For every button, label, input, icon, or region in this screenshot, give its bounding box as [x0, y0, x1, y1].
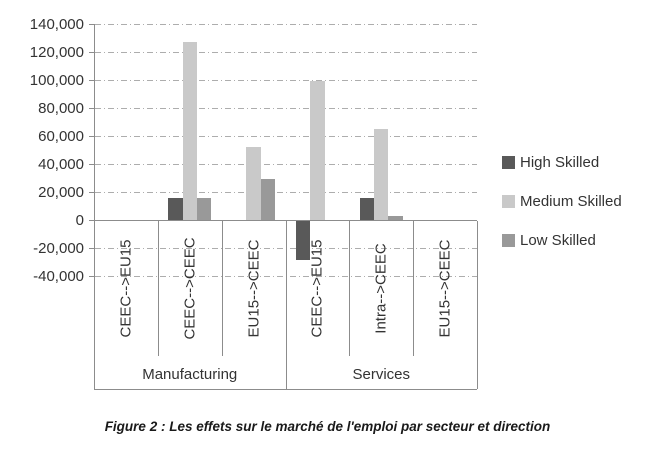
y-gridline [95, 80, 477, 81]
bar-low-skilled [196, 197, 212, 220]
category-label-cell: CEEC-->EU15 [94, 221, 158, 356]
y-axis-tick-label: 0 [75, 212, 84, 229]
y-gridline [95, 192, 477, 193]
x-axis-line [94, 220, 477, 221]
category-separator [221, 221, 223, 356]
y-axis-tick [89, 276, 94, 277]
y-axis-tick [89, 80, 94, 81]
legend-item: Medium Skilled [502, 193, 622, 210]
y-axis-tick-label: -40,000 [33, 268, 84, 285]
y-axis-tick-label: 20,000 [38, 184, 84, 201]
y-gridline [95, 108, 477, 109]
bar-chart: 140,000 120,000 100,000 80,000 60,000 40,000 2… [29, 16, 478, 390]
bar-high-skilled [295, 221, 311, 261]
category-label: CEEC-->EU15 [117, 239, 135, 338]
sector-label: Manufacturing [142, 366, 238, 383]
legend-swatch-icon [502, 156, 515, 169]
bar-low-skilled [388, 215, 403, 220]
y-gridline [95, 136, 477, 137]
category-separator [285, 221, 287, 356]
y-axis-tick-label: 140,000 [29, 16, 84, 33]
category-separator [413, 221, 415, 356]
sector-separator [477, 356, 478, 389]
category-separator [477, 221, 478, 356]
y-gridline [95, 164, 477, 165]
legend-label: High Skilled [520, 154, 600, 171]
y-axis-tick [89, 24, 94, 25]
y-gridline [95, 24, 477, 25]
bar-high-skilled [359, 197, 375, 220]
legend-swatch-icon [502, 234, 515, 247]
y-axis-tick-label: 40,000 [38, 156, 84, 173]
sector-label: Services [352, 366, 411, 383]
category-separator [349, 221, 351, 356]
category-separator [94, 221, 95, 356]
y-axis-tick-label: 80,000 [38, 100, 84, 117]
bar-high-skilled [168, 197, 183, 220]
category-label: CEEC-->EU15 [308, 239, 326, 338]
category-label-cell: Intra-->CEEC [349, 221, 413, 356]
legend-label: Low Skilled [520, 232, 596, 249]
legend-item: High Skilled [502, 154, 622, 171]
category-separator [157, 221, 159, 356]
y-axis-tick-label: -20,000 [33, 240, 84, 257]
figure-caption: Figure 2 : Les effets sur le marché de l… [104, 419, 551, 434]
sector-row-bottom-border [94, 389, 477, 390]
sector-separator [285, 356, 287, 389]
y-axis-tick-label: 60,000 [38, 128, 84, 145]
y-axis-tick [89, 136, 94, 137]
legend-item: Low Skilled [502, 232, 622, 249]
bar-medium-skilled [182, 42, 197, 220]
y-axis-line [94, 24, 95, 389]
y-axis-tick [89, 248, 94, 249]
sector-separator [94, 356, 95, 389]
category-label: CEEC-->CEEC [181, 237, 199, 340]
y-axis-tick [89, 164, 94, 165]
category-label-cell: CEEC-->CEEC [158, 221, 222, 356]
bar-medium-skilled [246, 147, 261, 220]
bar-medium-skilled [310, 81, 325, 220]
category-label: EU15-->CEEC [245, 239, 263, 338]
chart-legend: High Skilled Medium Skilled Low Skilled [502, 154, 622, 249]
y-axis-tick-label: 100,000 [29, 72, 84, 89]
category-label: Intra-->CEEC [372, 243, 390, 334]
category-label: EU15-->CEEC [436, 239, 454, 338]
y-axis-tick [89, 52, 94, 53]
y-axis-tick [89, 192, 94, 193]
legend-label: Medium Skilled [520, 193, 622, 210]
category-label-cell: EU15-->CEEC [413, 221, 477, 356]
y-axis-tick-label: 120,000 [29, 44, 84, 61]
y-gridline [95, 52, 477, 53]
bar-medium-skilled [374, 129, 389, 220]
y-axis-tick [89, 220, 94, 221]
bar-low-skilled [260, 179, 276, 220]
y-axis-tick [89, 108, 94, 109]
category-label-cell: CEEC-->EU15 [286, 221, 350, 356]
category-label-cell: EU15-->CEEC [222, 221, 286, 356]
legend-swatch-icon [502, 195, 515, 208]
